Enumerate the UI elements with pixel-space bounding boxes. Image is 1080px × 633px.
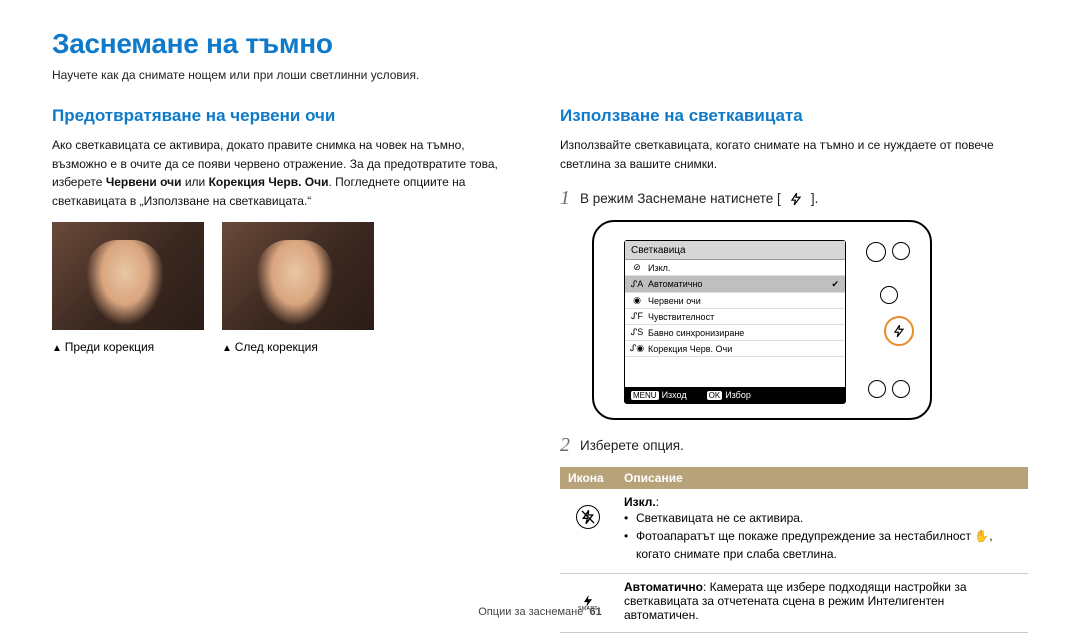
step-1-text: В режим Заснемане натиснете [ [580, 191, 781, 206]
camera-flash-button [884, 316, 914, 346]
left-body-mid: или [181, 175, 208, 189]
screen-footer: MENUИзход OKИзбор [625, 387, 845, 403]
camera-button-rec [866, 242, 886, 262]
page-subtitle: Научете как да снимате нощем или при лош… [52, 68, 1028, 82]
ok-btn-label: OK [707, 391, 723, 400]
check-icon: ✔ [831, 279, 839, 290]
camera-button-mode [880, 286, 898, 304]
menu-redeye-label: Червени очи [648, 296, 701, 306]
menu-btn-label: MENU [631, 391, 659, 400]
before-caption: Преди корекция [52, 340, 204, 354]
row-off-bullet-2: Фотоапаратът ще покаже предупреждение за… [624, 527, 1020, 563]
step-1-number: 1 [560, 187, 570, 210]
menu-slow-label: Бавно синхронизиране [648, 328, 744, 338]
before-image [52, 222, 204, 330]
camera-button-play [868, 380, 886, 398]
menu-auto-label: Автоматично [648, 279, 702, 289]
row-off-title: Изкл. [624, 495, 656, 509]
table-row: Изкл.: Светкавицата не се активира. Фото… [560, 489, 1028, 574]
flash-icon [892, 324, 906, 338]
screen-title: Светкавица [625, 241, 845, 260]
off-icon: ⊘ [631, 263, 643, 273]
menu-row-fill: ᔑF Чувствителност [625, 309, 845, 325]
step-2-text: Изберете опция. [580, 438, 684, 453]
after-image-block: След корекция [222, 222, 374, 354]
table-row: SMART Автоматично: Камерата ще избере по… [560, 574, 1028, 633]
step-1: 1 В режим Заснемане натиснете []. [560, 187, 1028, 210]
th-desc: Описание [616, 467, 1028, 489]
after-image [222, 222, 374, 330]
step-2: 2 Изберете опция. [560, 434, 1028, 457]
th-icon: Икона [560, 467, 616, 489]
menu-row-off: ⊘ Изкл. [625, 260, 845, 276]
step-1-end: ]. [811, 191, 819, 206]
before-image-block: Преди корекция [52, 222, 204, 354]
row-off-bullet-1: Светкавицата не се активира. [624, 509, 1020, 527]
left-heading: Предотвратяване на червени очи [52, 106, 520, 126]
left-bold-1: Червени очи [106, 175, 182, 189]
menu-off-label: Изкл. [648, 263, 670, 273]
footer-exit: Изход [662, 390, 687, 400]
flash-off-icon [576, 505, 600, 529]
flash-bracket-icon [789, 192, 803, 206]
redeyefix-icon: ᔑ◉ [631, 344, 643, 354]
left-bold-2: Корекция Черв. Очи [209, 175, 329, 189]
left-column: Предотвратяване на червени очи Ако светк… [52, 106, 520, 633]
menu-fill-label: Чувствителност [648, 312, 714, 322]
footer-section: Опции за заснемане [478, 606, 583, 618]
page-footer: Опции за заснемане 61 [0, 606, 1080, 618]
fill-icon: ᔑF [631, 312, 643, 322]
auto-icon: ᔑA [631, 279, 643, 289]
page-title: Заснемане на тъмно [52, 28, 1028, 60]
menu-row-slow: ᔑS Бавно синхронизиране [625, 325, 845, 341]
footer-page: 61 [589, 606, 601, 618]
footer-select: Избор [725, 390, 751, 400]
right-body: Използвайте светкавицата, когато снимате… [560, 136, 1028, 173]
after-caption: След корекция [222, 340, 374, 354]
redeye-icon: ◉ [631, 296, 643, 306]
right-heading: Използване на светкавицата [560, 106, 1028, 126]
camera-screen: Светкавица ⊘ Изкл. ᔑA Автоматично ✔ ◉ Че… [624, 240, 846, 404]
row-auto-title: Автоматично [624, 580, 703, 594]
menu-row-redeye: ◉ Червени очи [625, 293, 845, 309]
menu-row-redeyefix: ᔑ◉ Корекция Черв. Очи [625, 341, 845, 357]
camera-illustration: Светкавица ⊘ Изкл. ᔑA Автоматично ✔ ◉ Че… [592, 220, 932, 420]
right-column: Използване на светкавицата Използвайте с… [560, 106, 1028, 633]
camera-button-power [892, 242, 910, 260]
left-body: Ако светкавицата се активира, докато пра… [52, 136, 520, 210]
step-2-number: 2 [560, 434, 570, 457]
menu-row-auto: ᔑA Автоматично ✔ [625, 276, 845, 293]
menu-redeyefix-label: Корекция Черв. Очи [648, 344, 732, 354]
camera-button-fn [892, 380, 910, 398]
slow-icon: ᔑS [631, 328, 643, 338]
